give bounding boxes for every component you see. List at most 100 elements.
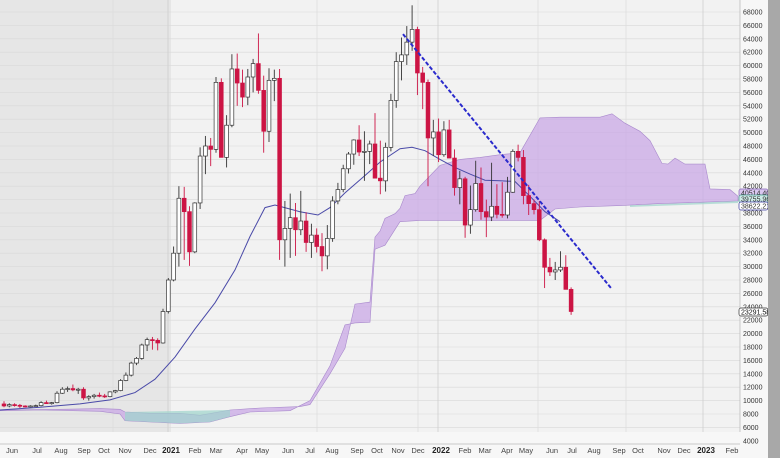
candle [229,54,235,128]
candle [563,255,569,290]
candle [526,184,531,216]
candle [340,164,346,193]
candle [319,233,325,272]
candle [97,392,102,398]
svg-text:38622.21: 38622.21 [741,204,770,211]
candle [134,357,139,366]
candle [415,26,420,96]
candle [489,162,494,222]
candle [49,401,54,405]
candle [234,53,240,106]
x-axis-tick-label: Dec [143,446,157,455]
trendline-dashed[interactable] [402,33,612,289]
candle [303,212,309,252]
y-axis-tick-label: 48000 [743,144,763,151]
vertical-scrollbar[interactable] [768,0,780,458]
y-axis-tick-label: 18000 [743,345,763,352]
candle [44,400,49,404]
candle [446,119,452,159]
svg-text:23291.58: 23291.58 [741,310,770,317]
candle [399,37,404,81]
cloud-area-bearish [630,200,738,207]
candle [245,68,251,106]
candle [197,147,203,209]
candle [38,401,44,407]
candle [208,137,213,167]
candle [60,387,65,394]
candle [54,391,60,404]
candle [155,338,160,351]
x-axis-tick-label: Apr [501,446,513,455]
x-axis: Jun Jul Aug Sep Oct Nov Dec 2021 Feb Mar Apr May Jun… [6,446,739,455]
y-axis-tick-label: 56000 [743,90,763,97]
x-axis-tick-label: Aug [54,446,67,455]
x-axis-tick-label: Jun [6,446,18,455]
candle [499,182,505,218]
x-axis-tick-label: Aug [587,446,600,455]
candle [462,176,468,238]
candle [256,33,261,94]
candle [192,202,198,254]
candle [378,140,383,195]
x-axis-tick-label: Dec [411,446,425,455]
candle [86,395,92,401]
candle [494,184,500,219]
price-tag: 38622.21 [738,201,770,211]
candle [107,391,113,398]
y-axis-tick-label: 36000 [743,224,763,231]
y-axis-tick-label: 10000 [743,398,763,405]
y-axis-tick-label: 52000 [743,117,763,124]
candle [277,68,282,260]
plot-background-left [0,0,171,432]
candle [515,144,521,162]
candle [139,343,145,360]
candle [468,185,473,234]
candle [7,403,12,408]
x-axis-tick-label: Sep [77,446,90,455]
candle [118,379,123,392]
candle [272,69,277,102]
candle [409,5,415,51]
x-axis-tick-label: May [519,446,533,455]
x-axis-tick-label: Jul [567,446,577,455]
trendline[interactable] [402,33,612,289]
candle [335,182,341,205]
candle [22,405,28,408]
x-axis-tick-label: Oct [98,446,111,455]
ma-line [0,146,561,411]
x-axis-tick-label: 2023 [697,446,715,455]
candle [144,337,150,352]
candle [452,149,457,196]
candle [171,246,176,282]
y-axis-tick-label: 30000 [743,264,763,271]
candle [388,93,394,152]
candle [521,150,526,205]
candle [176,186,182,267]
y-axis-tick-label: 44000 [743,170,763,177]
svg-text:40514.40: 40514.40 [741,191,770,198]
x-axis-tick-label: Mar [210,446,223,455]
candle [102,393,107,398]
cloud-area-bearish [125,409,230,424]
y-axis-tick-label: 14000 [743,371,763,378]
ichimoku-cloud [0,113,739,424]
y-axis-tick-label: 8000 [743,412,759,419]
candle [81,387,86,400]
candle [166,277,171,314]
x-axis-tick-label: Jun [546,446,558,455]
y-axis-tick-label: 20000 [743,331,763,338]
x-axis-tick-label: Jul [305,446,315,455]
x-axis-tick-label: May [255,446,269,455]
candle [383,142,388,192]
x-axis-background [0,432,740,458]
x-axis-tick-label: Nov [657,446,671,455]
candle [70,384,76,392]
candle [287,193,293,258]
x-axis-tick-label: Mar [479,446,492,455]
candle [436,118,441,163]
x-axis-tick-label: Aug [325,446,338,455]
candle [293,202,298,256]
candle [282,200,288,267]
y-axis-background [740,0,768,458]
